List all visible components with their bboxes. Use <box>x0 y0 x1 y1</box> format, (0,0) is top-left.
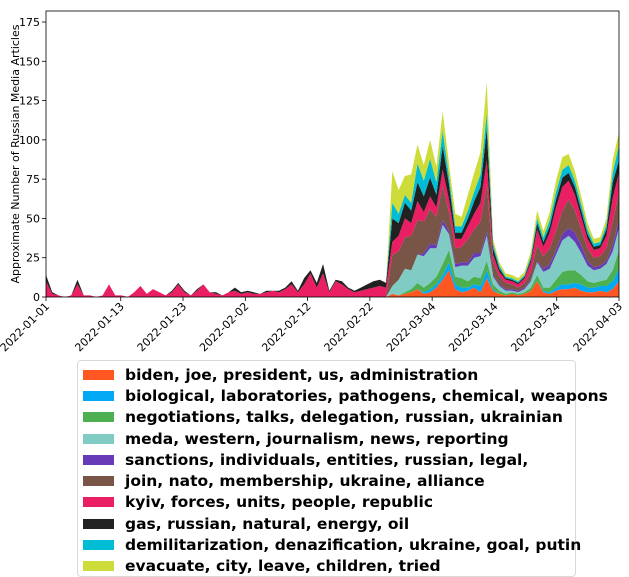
legend-label: gas, russian, natural, energy, oil <box>125 514 410 533</box>
y-tick-label: 50 <box>26 212 40 225</box>
legend-item: evacuate, city, leave, children, tried <box>83 556 575 577</box>
legend-label: biological, laboratories, pathogens, che… <box>125 386 608 405</box>
y-axis: 0 25 50 75 100 125 150 175 <box>19 16 46 304</box>
legend-item: demilitarization, denazification, ukrain… <box>83 534 581 555</box>
legend-swatch <box>83 454 114 465</box>
x-tick-label: 2022-01-01 <box>0 300 52 354</box>
plot-frame <box>45 10 620 298</box>
legend-swatch <box>83 561 114 572</box>
legend-label: kyiv, forces, units, people, republic <box>125 493 434 512</box>
legend-swatch <box>83 476 114 487</box>
y-tick-label: 0 <box>33 291 40 304</box>
legend-label: negotiations, talks, delegation, russian… <box>125 408 563 427</box>
legend-item: meda, western, journalism, news, reporti… <box>83 428 575 449</box>
x-tick-label: 2022-01-23 <box>135 300 189 354</box>
x-axis: 2022-01-01 2022-01-13 2022-01-23 2022-02-02… <box>0 297 625 354</box>
x-tick-label: 2022-01-13 <box>72 300 126 354</box>
x-tick-label: 2022-03-04 <box>384 300 438 354</box>
legend-swatch <box>83 412 114 423</box>
legend-swatch <box>83 433 114 444</box>
legend-label: biden, joe, president, us, administratio… <box>125 365 479 384</box>
legend-item: negotiations, talks, delegation, russian… <box>83 407 575 428</box>
legend-swatch <box>83 518 114 529</box>
x-tick-label: 2022-02-12 <box>259 300 313 354</box>
legend-label: sanctions, individuals, entities, russia… <box>125 450 529 469</box>
stacked-area-chart: 0 25 50 75 100 125 150 175 2022-01-01 2022-01-13… <box>0 10 625 354</box>
y-tick-label: 125 <box>19 95 40 108</box>
legend-item: biden, joe, president, us, administratio… <box>83 364 575 385</box>
legend-label: join, nato, membership, ukraine, allianc… <box>125 472 485 491</box>
area-series-1 <box>46 270 619 297</box>
y-tick-label: 150 <box>19 55 40 68</box>
legend-swatch <box>83 497 114 508</box>
y-tick-label: 25 <box>26 252 40 265</box>
y-axis-title: Approximate Number of Russian Media Arti… <box>9 24 22 283</box>
legend-swatch <box>83 369 114 380</box>
y-tick-label: 100 <box>19 134 40 147</box>
legend-item: kyiv, forces, units, people, republic <box>83 492 575 513</box>
legend-label: demilitarization, denazification, ukrain… <box>125 536 582 555</box>
y-tick-label: 75 <box>26 173 40 186</box>
legend-label: meda, western, journalism, news, reporti… <box>125 429 509 448</box>
x-tick-label: 2022-04-03 <box>571 300 625 354</box>
legend-swatch <box>83 390 114 401</box>
x-tick-label: 2022-02-22 <box>322 300 376 354</box>
area-series-2 <box>46 262 619 297</box>
x-tick-label: 2022-03-24 <box>508 300 562 354</box>
plot-areas <box>46 81 619 298</box>
x-tick-label: 2022-02-02 <box>197 300 251 354</box>
legend-swatch <box>83 540 114 551</box>
y-tick-label: 175 <box>19 16 40 29</box>
legend: biden, joe, president, us, administratio… <box>77 360 608 577</box>
legend-item: gas, russian, natural, energy, oil <box>83 513 575 534</box>
legend-label: evacuate, city, leave, children, tried <box>125 557 441 576</box>
legend-item: sanctions, individuals, entities, russia… <box>83 449 575 470</box>
legend-item: biological, laboratories, pathogens, che… <box>83 385 608 406</box>
legend-item: join, nato, membership, ukraine, allianc… <box>83 470 575 491</box>
x-tick-label: 2022-03-14 <box>446 300 500 354</box>
